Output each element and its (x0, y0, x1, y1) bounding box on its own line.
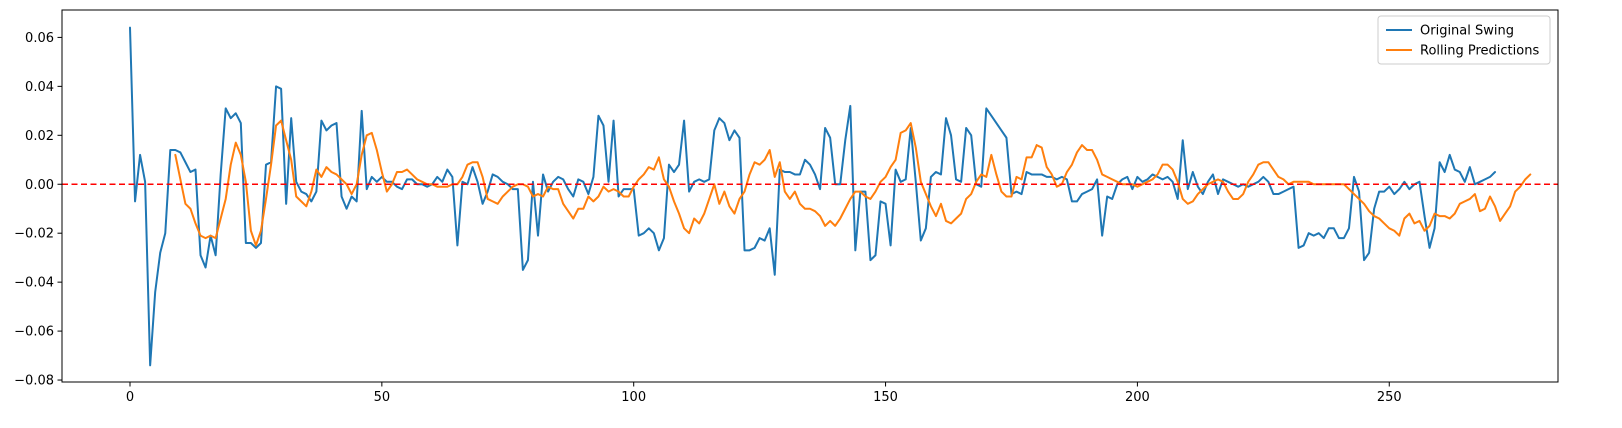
axes-frame (61, 9, 1559, 383)
y-tick-label: −0.06 (14, 325, 54, 340)
legend-box (1377, 15, 1551, 65)
axes-layer: 0 50 100 150 200 250 0.06 0.04 0.02 0.00 −0.02 −0.0… (14, 9, 1559, 405)
y-tick-label: 0.02 (25, 129, 54, 144)
x-tick-label: 0 (126, 390, 134, 405)
series-layer (129, 26, 1532, 367)
y-tick-label: 0.06 (25, 31, 54, 46)
x-tick-label: 150 (873, 390, 898, 405)
series-line-rolling-predictions (174, 119, 1532, 247)
legend-label-original-swing: Original Swing (1420, 24, 1514, 39)
y-tick-label: −0.02 (14, 227, 54, 242)
series-line-original-swing (129, 26, 1497, 367)
y-tick-label: −0.08 (14, 374, 54, 389)
x-tick-label: 250 (1377, 390, 1402, 405)
x-tick-label: 100 (621, 390, 646, 405)
legend: Original Swing Rolling Predictions (1377, 15, 1551, 65)
x-tick-label: 50 (374, 390, 391, 405)
y-tick-label: 0.00 (25, 178, 54, 193)
x-tick-label: 200 (1125, 390, 1150, 405)
legend-label-rolling-predictions: Rolling Predictions (1420, 44, 1539, 59)
y-tick-label: 0.04 (25, 80, 54, 95)
y-tick-label: −0.04 (14, 276, 54, 291)
